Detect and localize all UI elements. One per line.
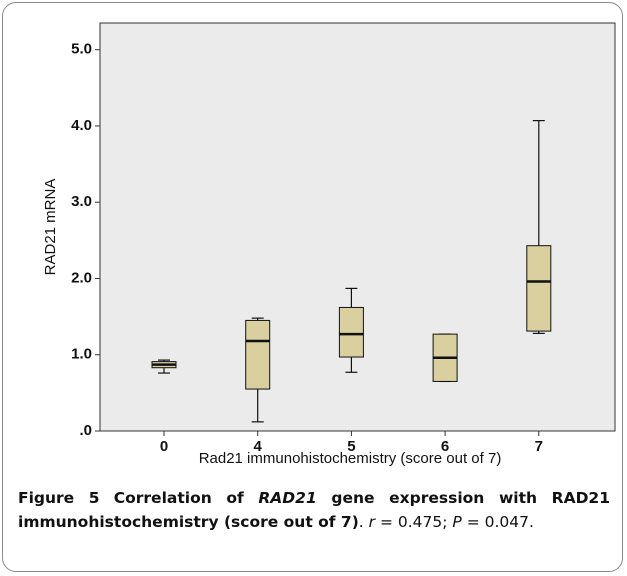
caption-stat: r: [368, 513, 376, 531]
y-tick-label: 2.0: [71, 269, 92, 286]
y-tick-label: 1.0: [71, 346, 92, 363]
x-tick-label: 6: [441, 438, 449, 455]
y-tick-label: .0: [79, 422, 92, 439]
caption-gene: RAD21: [258, 489, 317, 507]
box: [245, 319, 271, 390]
x-tick-label: 4: [254, 438, 263, 455]
x-tick-label: 0: [160, 438, 168, 455]
box: [338, 306, 364, 358]
caption-text: .: [358, 513, 369, 531]
caption-stat: P: [452, 513, 462, 531]
caption-text: Correlation of: [113, 489, 259, 507]
chart: RAD21 mRNA Rad21 immunohistochemistry (s…: [42, 22, 616, 467]
x-axis-label: Rad21 immunohistochemistry (score out of…: [199, 450, 502, 467]
caption-text: gene expression with RAD21 immunohistoch…: [18, 489, 611, 531]
x-tick-label: 5: [347, 438, 355, 455]
caption-text: = 0.475;: [375, 513, 453, 531]
caption-text: = 0.047.: [461, 513, 534, 531]
x-tick-label: 7: [535, 438, 543, 455]
box: [526, 245, 552, 332]
plot-area: [99, 22, 616, 432]
y-tick-label: 5.0: [71, 41, 92, 58]
caption: Figure 5 Correlation of RAD21 gene expre…: [18, 486, 610, 534]
y-tick-label: 3.0: [71, 193, 92, 210]
caption-label: Figure 5: [18, 489, 100, 507]
y-tick-label: 4.0: [71, 117, 92, 134]
y-axis-label: RAD21 mRNA: [42, 179, 59, 276]
